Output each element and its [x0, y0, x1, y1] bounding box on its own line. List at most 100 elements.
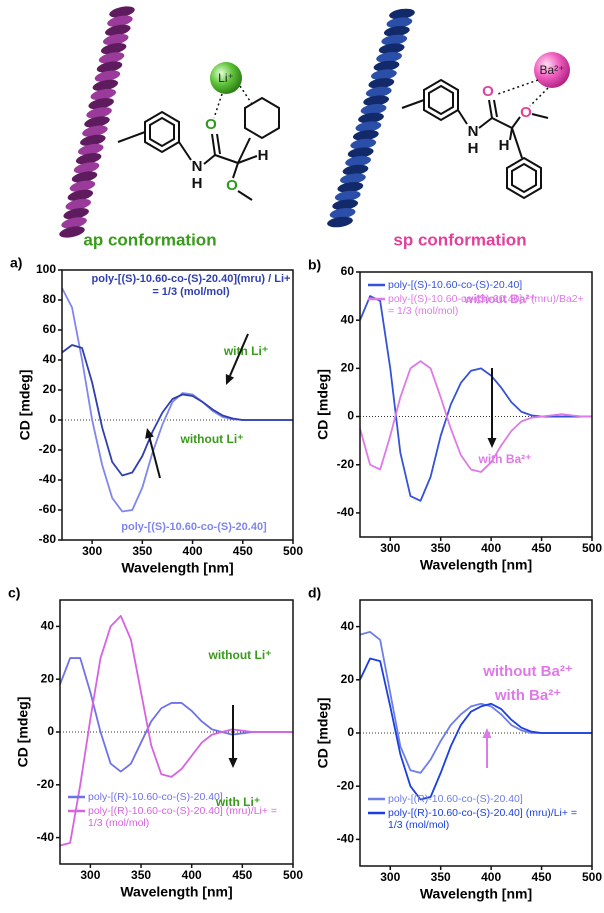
legend-text: poly-[(R)-10.60-co-(S)-20.40] (mru)/Li+ … — [388, 807, 578, 831]
x-tick-label: 450 — [532, 870, 552, 884]
atom-label: O — [205, 116, 217, 133]
helix-coil — [71, 171, 98, 183]
annotation: with Ba²⁺ — [494, 687, 561, 704]
helix-coil — [332, 199, 359, 210]
molecule-ap: Li⁺ O N H O H ap conformation — [83, 62, 280, 249]
legend-entry: poly-[(S)-10.60-co-(S)-20.40] / (mru)/Ba… — [366, 293, 592, 317]
x-tick-label: 300 — [380, 870, 400, 884]
annotation: without Li⁺ — [180, 432, 244, 446]
legend-entry: poly-[(R)-10.60-co-(S)-20.40] (mru)/Li+ … — [66, 805, 292, 829]
arrow-head — [482, 728, 492, 738]
y-axis-title: CD [mdeg] — [315, 698, 331, 769]
legend: poly-[(R)-10.60-co-(S)-20.40] poly-[(R)-1… — [66, 791, 292, 829]
cd-curve — [61, 344, 293, 477]
ion-label: Ba²⁺ — [539, 63, 564, 77]
helix-coil — [340, 173, 366, 184]
arrow-shaft — [148, 437, 161, 479]
helix-coil — [378, 43, 405, 54]
helix-coil — [363, 95, 390, 106]
x-tick-label: 500 — [283, 544, 303, 558]
legend-swatch — [368, 283, 385, 287]
legend-swatch — [68, 795, 85, 799]
helix-coil — [102, 33, 129, 46]
legend: poly-[(R)-10.60-co-(S)-20.40] poly-[(R)-1… — [366, 793, 592, 831]
y-tick-label: 40 — [341, 312, 355, 326]
helix-coil — [347, 147, 374, 158]
helix-coil — [342, 164, 369, 176]
helix-coil — [371, 69, 397, 80]
x-tick-label: 450 — [532, 541, 552, 555]
helix-coil — [69, 180, 96, 192]
helix-coil — [368, 78, 395, 89]
x-tick-label: 350 — [431, 870, 451, 884]
legend-entry: poly-[(R)-10.60-co-(S)-20.40] — [366, 793, 592, 805]
x-tick-label: 450 — [232, 868, 252, 882]
helix-coil — [94, 70, 121, 82]
x-axis-title: Wavelength [nm] — [420, 886, 532, 902]
legend-swatch — [368, 297, 385, 301]
x-axis-title: Wavelength [nm] — [121, 560, 233, 576]
y-tick-label: -40 — [39, 472, 57, 486]
plot-frame — [61, 269, 294, 541]
helix-coil — [386, 17, 413, 28]
y-tick-label: -60 — [39, 502, 57, 516]
panel-label: d) — [308, 585, 321, 601]
scheme-caption: ap conformation — [83, 230, 216, 249]
y-tick-label: -40 — [37, 830, 55, 844]
annotation: without Li⁺ — [208, 648, 272, 662]
x-tick-label: 500 — [582, 541, 602, 555]
helices — [59, 6, 415, 238]
x-tick-label: 350 — [132, 544, 152, 558]
helix-coil — [77, 143, 104, 156]
atom-label: N — [468, 123, 479, 140]
helix-coil — [100, 43, 127, 55]
molecule-sp: Ba²⁺ O O N H H sp conformation — [393, 52, 570, 249]
helix-coil — [84, 116, 110, 128]
li-ion-sphere — [210, 62, 242, 94]
y-tick-label: -20 — [39, 442, 57, 456]
x-axis-title: Wavelength [nm] — [120, 884, 232, 900]
helix-coil — [329, 208, 356, 219]
series-label: poly-[(S)-10.60-co-(S)-20.40](mru) / Li+… — [91, 273, 291, 298]
legend-entry: poly-[(S)-10.60-co-(S)-20.40] — [366, 279, 592, 291]
arrow-head — [145, 428, 154, 439]
helix-coil — [376, 52, 402, 63]
y-tick-label: 100 — [36, 262, 56, 276]
y-tick-label: 20 — [43, 382, 57, 396]
y-tick-label: 60 — [43, 322, 57, 336]
x-tick-label: 300 — [80, 868, 100, 882]
y-tick-label: 40 — [341, 619, 355, 633]
x-axis-title: Wavelength [nm] — [420, 557, 532, 573]
arrow-head — [487, 438, 497, 448]
panel-label: b) — [308, 257, 321, 273]
helix-coil — [358, 112, 384, 124]
cd-curve — [359, 657, 592, 801]
y-axis-title: CD [mdeg] — [15, 697, 31, 768]
y-tick-label: 0 — [47, 724, 54, 738]
helix-coil — [61, 217, 87, 229]
atom-label: O — [520, 104, 532, 121]
legend: poly-[(S)-10.60-co-(S)-20.40] poly-[(S)-1… — [366, 279, 592, 317]
y-tick-label: 20 — [341, 361, 355, 375]
y-tick-label: 80 — [43, 292, 57, 306]
helix-coil — [381, 34, 408, 46]
helix-coil — [360, 104, 387, 115]
helix-coil — [65, 198, 92, 211]
atom-label: O — [482, 83, 494, 100]
y-tick-label: 0 — [49, 412, 56, 426]
atom-label: H — [468, 140, 479, 157]
annotation: with Li⁺ — [223, 344, 268, 358]
helix-coil — [345, 156, 371, 167]
helix-coil — [63, 208, 89, 220]
annotation: with Ba²⁺ — [478, 452, 532, 466]
legend-swatch — [368, 811, 385, 815]
x-tick-label: 400 — [182, 868, 202, 882]
helix-coil — [59, 226, 85, 238]
arrow-head — [228, 758, 238, 768]
y-tick-label: 20 — [41, 671, 55, 685]
helix-coil — [86, 107, 112, 119]
x-tick-label: 350 — [131, 868, 151, 882]
